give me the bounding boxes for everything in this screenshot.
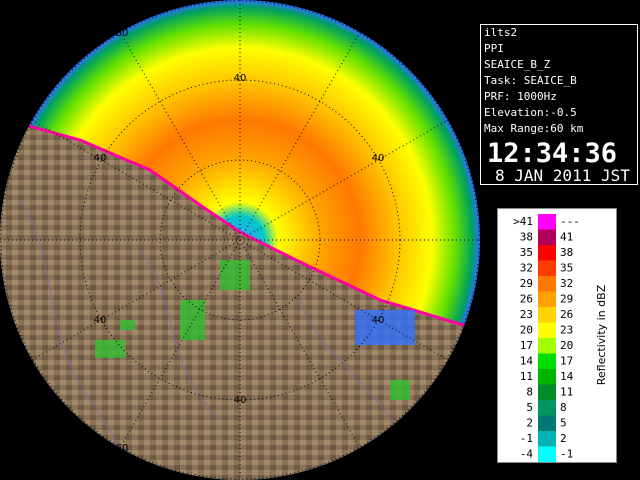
info-line: Max Range:60 km xyxy=(484,122,584,135)
legend-upper: 29 xyxy=(560,292,573,305)
info-line: Task: SEAICE_B xyxy=(484,74,577,87)
legend-swatch xyxy=(538,446,556,462)
legend-lower: 32 xyxy=(520,261,533,274)
land xyxy=(0,118,480,480)
legend-upper: 23 xyxy=(560,323,573,336)
legend-swatch xyxy=(538,214,556,230)
legend-lower: 2 xyxy=(526,416,533,429)
legend-swatch xyxy=(538,229,556,245)
legend-upper: 38 xyxy=(560,246,573,259)
legend-swatch xyxy=(538,260,556,276)
legend-lower: 29 xyxy=(520,277,533,290)
legend-lower: >41 xyxy=(513,215,533,228)
legend-lower: 26 xyxy=(520,292,533,305)
legend-upper: 26 xyxy=(560,308,573,321)
date: 8 JAN 2011 JST xyxy=(495,166,630,185)
coastal-echo xyxy=(355,310,415,345)
range-label: 40 xyxy=(234,73,247,84)
legend-lower: 20 xyxy=(520,323,533,336)
range-label: 40 xyxy=(372,153,385,164)
legend-lower: 23 xyxy=(520,308,533,321)
legend-upper: 2 xyxy=(560,432,567,445)
land-echoes xyxy=(95,260,410,400)
legend-swatch xyxy=(538,307,556,323)
legend-swatch xyxy=(538,384,556,400)
legend-swatch xyxy=(538,322,556,338)
legend-swatch xyxy=(538,415,556,431)
legend-swatch xyxy=(538,338,556,354)
range-label: 40 xyxy=(94,153,107,164)
range-labels: 60 40 40 40 40 40 40 60 xyxy=(94,28,385,454)
legend-swatch xyxy=(538,276,556,292)
legend-upper: 20 xyxy=(560,339,573,352)
info-line: PPI xyxy=(484,42,504,55)
legend-upper: 32 xyxy=(560,277,573,290)
range-label: 60 xyxy=(116,443,129,454)
legend-upper: 14 xyxy=(560,370,574,383)
legend-swatch xyxy=(538,353,556,369)
legend-lower: -4 xyxy=(520,447,534,460)
legend-upper: 17 xyxy=(560,354,573,367)
legend-swatch xyxy=(538,291,556,307)
time: 12:34:36 xyxy=(487,138,618,169)
legend-upper: 8 xyxy=(560,401,567,414)
range-label: 60 xyxy=(116,28,129,39)
legend-lower: 38 xyxy=(520,230,533,243)
info-line: ilts2 xyxy=(484,26,518,39)
legend-lower: 5 xyxy=(526,401,533,414)
info-line: PRF: 1000Hz xyxy=(484,90,557,103)
info-line: Elevation:-0.5 xyxy=(484,106,577,119)
legend-swatch xyxy=(538,431,556,447)
legend-swatch xyxy=(538,369,556,385)
legend-lower: 35 xyxy=(520,246,533,259)
legend-upper: --- xyxy=(560,215,580,228)
coastline xyxy=(0,116,480,332)
info-panel: 12:34:36 8 JAN 2011 JST ilts2 PPI SEAICE_B… xyxy=(480,24,638,185)
legend-graphic: Reflectivity in dBZ >41 --- 38 41 35 38 32 35 29… xyxy=(513,214,608,462)
legend-lower: 11 xyxy=(520,370,533,383)
legend-lower: 8 xyxy=(526,385,533,398)
legend-swatch xyxy=(538,400,556,416)
color-legend: Reflectivity in dBZ >41 --- 38 41 35 38 32 35 29… xyxy=(497,208,617,463)
range-label: 40 xyxy=(372,315,385,326)
range-label: 40 xyxy=(94,315,107,326)
legend-lower: 14 xyxy=(520,354,534,367)
range-label: 40 xyxy=(234,395,247,406)
legend-lower: -1 xyxy=(520,432,533,445)
range-rings xyxy=(0,0,480,480)
legend-lower: 17 xyxy=(520,339,533,352)
info-line: SEAICE_B_Z xyxy=(484,58,551,71)
radar-ppi: 60 40 40 40 40 40 40 60 xyxy=(0,0,480,480)
legend-upper: 35 xyxy=(560,261,573,274)
legend-upper: -1 xyxy=(560,447,573,460)
legend-title: Reflectivity in dBZ xyxy=(595,284,608,385)
legend-swatch xyxy=(538,245,556,261)
legend-upper: 41 xyxy=(560,230,573,243)
legend-upper: 11 xyxy=(560,385,573,398)
legend-upper: 5 xyxy=(560,416,567,429)
